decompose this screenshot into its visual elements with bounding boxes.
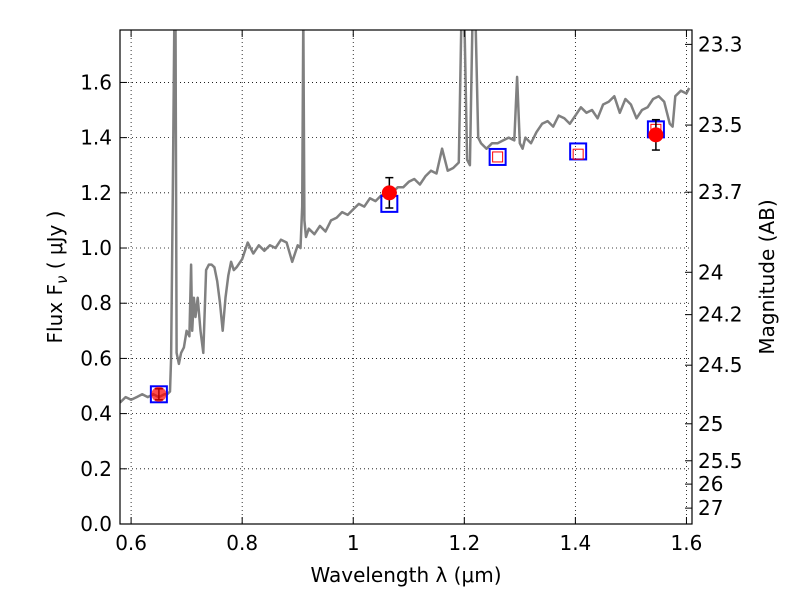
y-tick-label: 1.2	[80, 181, 112, 205]
observed-flux-point	[381, 185, 397, 201]
y-axis-title-unit: ( μJy )	[43, 211, 67, 276]
spectrum-line	[120, 30, 691, 404]
y-tick-label: 0.4	[80, 402, 112, 426]
y2-tick-label: 23.5	[698, 113, 743, 137]
y2-tick-label: 26	[698, 472, 723, 496]
y2-tick-label: 27	[698, 496, 723, 520]
y-axis-title-main: Flux F	[43, 284, 67, 343]
axis-ticks: 0.6 0.8 1 1.2 1.4 1.6 0.0 0.2 0.4 0.6 0.8 1.0 1.2 1.4…	[80, 30, 743, 555]
model-photometry-square	[149, 385, 168, 404]
y-tick-label: 0.6	[80, 346, 112, 370]
y-tick-label: 0.8	[80, 291, 112, 315]
y-tick-label: 0.0	[80, 512, 112, 536]
y2-axis-title: Magnitude (AB)	[755, 199, 779, 354]
y2-tick-label: 25	[698, 412, 723, 436]
plot-data	[120, 30, 691, 404]
x-tick-label: 1.6	[671, 531, 703, 555]
y2-tick-label: 25.5	[698, 449, 743, 473]
y2-tick-label: 24	[698, 260, 723, 284]
x-tick-label: 1.4	[559, 531, 591, 555]
observed-flux-point	[648, 127, 664, 143]
y-axis-title-subscript: ν	[53, 276, 71, 284]
model-photometry-inner-square	[572, 148, 584, 160]
y-tick-label: 1.0	[80, 236, 112, 260]
model-photometry-square	[569, 142, 588, 161]
x-tick-label: 0.6	[115, 531, 147, 555]
y2-tick-label: 23.3	[698, 32, 743, 56]
x-tick-label: 1.2	[448, 531, 480, 555]
y-tick-label: 1.6	[80, 70, 112, 94]
model-photometry-square	[488, 147, 507, 166]
plot-frame	[119, 29, 693, 525]
y-axis-title: Flux Fν ( μJy )	[43, 211, 71, 344]
model-photometry-inner-square	[492, 151, 504, 163]
x-axis-title: Wavelength λ (μm)	[310, 563, 501, 587]
y2-tick-label: 24.5	[698, 353, 743, 377]
x-tick-label: 1	[347, 531, 360, 555]
y-tick-label: 0.2	[80, 457, 112, 481]
y2-tick-label: 24.2	[698, 303, 743, 327]
observed-flux-point	[151, 386, 167, 402]
x-tick-label: 0.8	[226, 531, 258, 555]
y-tick-label: 1.4	[80, 126, 112, 150]
y2-tick-label: 23.7	[698, 180, 743, 204]
